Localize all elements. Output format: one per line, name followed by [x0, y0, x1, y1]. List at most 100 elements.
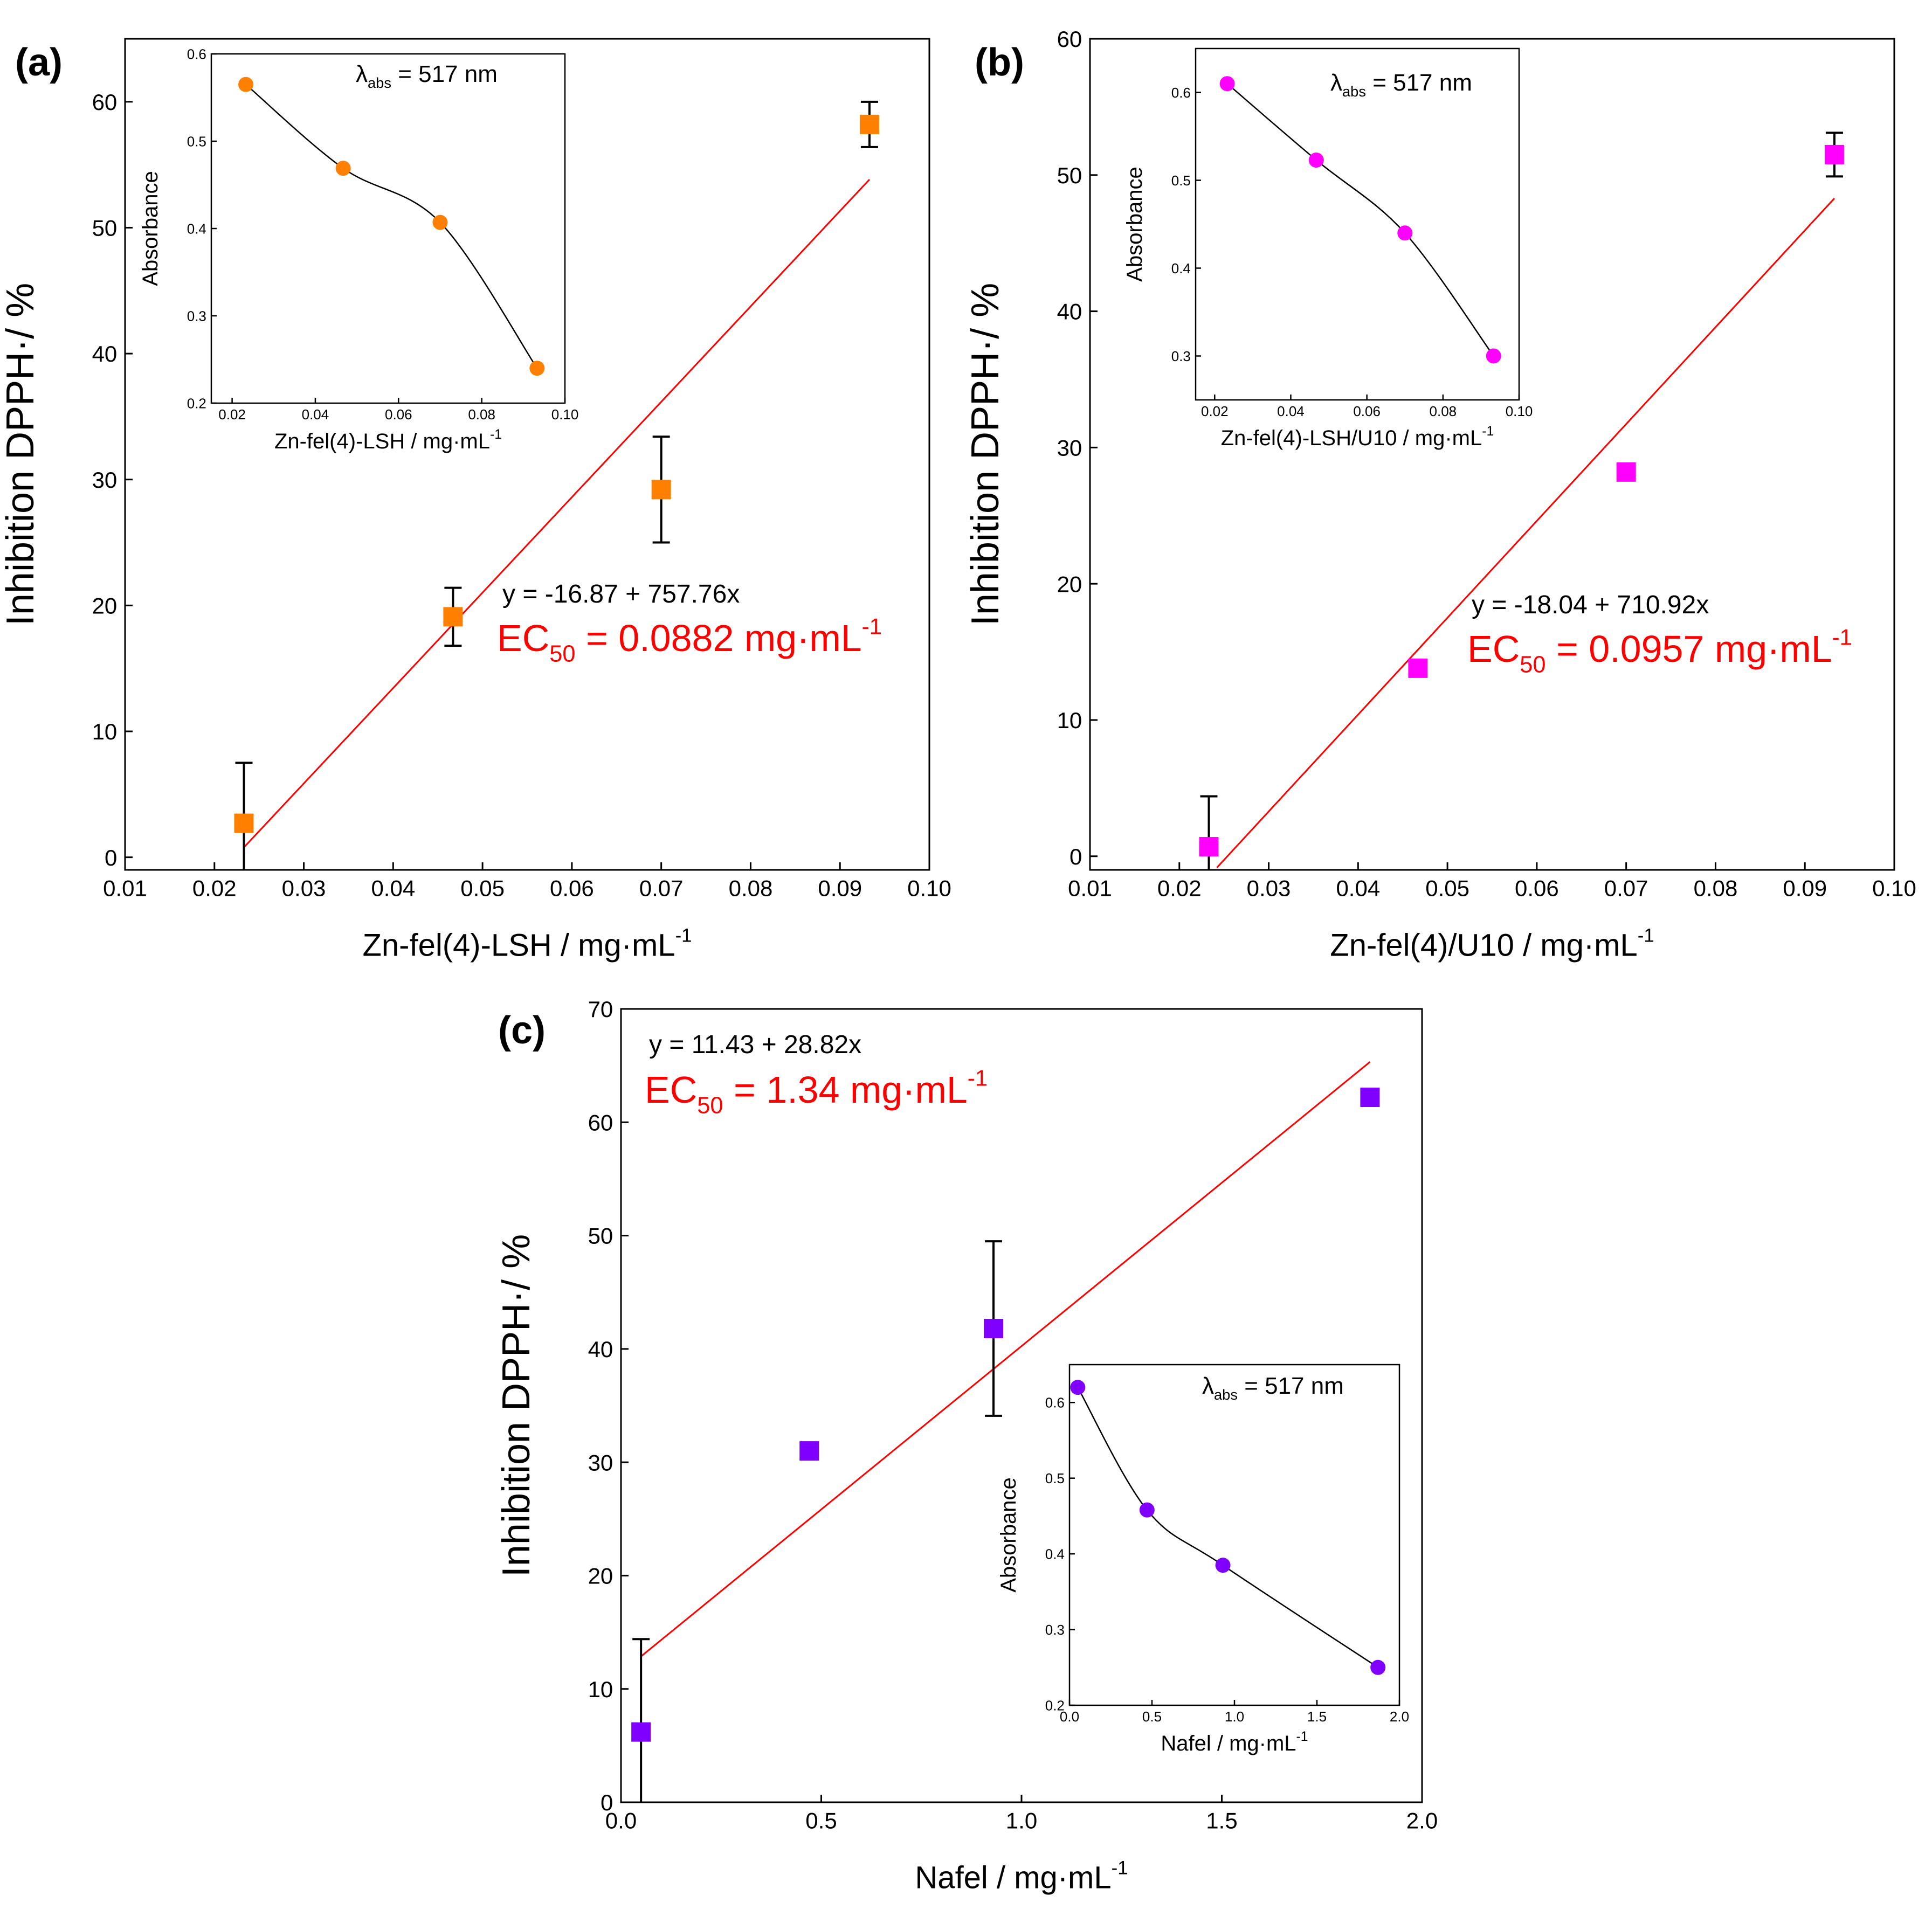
- inset-x-tick-label: 0.10: [1506, 403, 1533, 419]
- data-point: [631, 1722, 651, 1742]
- main-x-tick-label: 0.07: [639, 875, 684, 901]
- main-y-tick-label: 30: [1057, 435, 1082, 460]
- panel-label: (b): [975, 41, 1024, 84]
- inset-x-tick-label: 0.02: [218, 406, 246, 423]
- inset-y-tick-label: 0.5: [1171, 172, 1191, 189]
- main-x-tick-label: 0.01: [103, 875, 147, 901]
- main-y-tick-label: 0: [1070, 844, 1082, 869]
- inset-y-tick-label: 0.4: [1171, 260, 1191, 276]
- inset-data-point: [1219, 76, 1235, 92]
- inset-b: 0.02 0.04 0.06 0.08 0.10 0.3 0.4 0.5 0.6 Zn-fel(4…: [1123, 47, 1533, 450]
- main-x-tick-label: 0.5: [805, 1808, 837, 1833]
- panel-label: (c): [498, 1009, 546, 1052]
- main-y-tick-label: 20: [588, 1564, 613, 1589]
- inset-x-tick-label: 0.04: [1277, 403, 1305, 419]
- inset-x-tick-label: 0.10: [551, 406, 579, 423]
- main-y-tick-label: 20: [92, 593, 118, 618]
- main-y-tick-label: 40: [588, 1337, 613, 1362]
- inset-y-tick-label: 0.2: [1045, 1697, 1065, 1713]
- error-bar: [1200, 795, 1218, 870]
- main-x-tick-label: 0.09: [818, 875, 862, 901]
- inset-x-tick-label: 0.06: [385, 406, 412, 423]
- main-x-tick-label: 0.02: [1157, 875, 1202, 901]
- data-point: [443, 607, 463, 627]
- main-y-tick-label: 10: [1057, 708, 1082, 733]
- inset-curve: [245, 84, 538, 369]
- main-x-tick-label: 0.06: [550, 875, 594, 901]
- main-y-tick-label: 50: [92, 216, 118, 241]
- panel-c: (c) 0.0 0.5 1.0 1.5 2.0 0 10 20 30 40 50 60 70 Nafel /…: [495, 997, 1438, 1895]
- main-x-tick-label: 0.05: [1425, 875, 1469, 901]
- wavelength-label: λabs = 517 nm: [356, 61, 498, 91]
- main-x-tick-label: 0.0: [605, 1808, 637, 1833]
- fit-line: [243, 178, 871, 848]
- inset-data-point: [529, 361, 545, 376]
- main-x-tick-label: 0.03: [282, 875, 326, 901]
- main-y-tick-label: 40: [92, 341, 118, 366]
- inset-data-point: [1308, 153, 1324, 168]
- panel-b: (b) 0.01 0.02 0.03 0.04 0.05 0.06 0.07 0.08 0.09 0…: [964, 26, 1916, 963]
- fit-equation: y = -18.04 + 710.92x: [1472, 591, 1709, 619]
- data-point: [651, 480, 671, 500]
- main-x-tick-label: 0.04: [371, 875, 415, 901]
- inset-data-point: [1139, 1502, 1155, 1518]
- inset-curve: [1226, 83, 1494, 357]
- main-y-tick-label: 0: [601, 1790, 613, 1815]
- main-x-tick-label: 0.01: [1068, 875, 1112, 901]
- data-point: [859, 114, 879, 134]
- main-x-tick-label: 0.07: [1604, 875, 1648, 901]
- main-y-tick-label: 60: [588, 1110, 613, 1135]
- x-axis-label: Nafel / mg·mL-1: [915, 1857, 1128, 1895]
- y-axis-label: Inhibition DPPH·/ %: [0, 283, 42, 626]
- data-point: [1408, 658, 1428, 678]
- data-point: [799, 1441, 819, 1461]
- main-x-tick-label: 0.05: [460, 875, 505, 901]
- wavelength-label: λabs = 517 nm: [1330, 70, 1472, 100]
- main-x-tick-label: 0.10: [907, 875, 951, 901]
- inset-x-axis-label: Nafel / mg·mL-1: [1161, 1730, 1308, 1755]
- main-y-tick-label: 20: [1057, 571, 1082, 597]
- inset-y-axis-label: Absorbance: [1123, 167, 1147, 281]
- inset-x-tick-label: 0.0: [1060, 1708, 1079, 1725]
- inset-x-tick-label: 1.0: [1225, 1708, 1244, 1725]
- inset-y-tick-label: 0.4: [1045, 1546, 1065, 1562]
- inset-y-tick-label: 0.6: [1045, 1395, 1065, 1411]
- inset-y-tick-label: 0.4: [187, 220, 206, 237]
- main-x-tick-label: 0.02: [192, 875, 237, 901]
- fit-line: [640, 1061, 1371, 1657]
- fit-equation: y = -16.87 + 757.76x: [502, 580, 740, 608]
- inset-data-point: [1370, 1659, 1386, 1675]
- data-point: [983, 1319, 1003, 1339]
- main-plot-frame: [124, 38, 930, 871]
- main-x-tick-label: 1.5: [1206, 1808, 1237, 1833]
- inset-x-tick-label: 0.08: [468, 406, 495, 423]
- x-axis-label: Zn-fel(4)-LSH / mg·mL-1: [362, 925, 692, 963]
- data-point: [1360, 1088, 1380, 1108]
- inset-data-point: [432, 215, 448, 230]
- inset-data-point: [1397, 225, 1413, 241]
- main-y-tick-label: 70: [588, 997, 613, 1022]
- inset-x-tick-label: 0.06: [1353, 403, 1381, 419]
- main-x-tick-label: 0.08: [729, 875, 773, 901]
- main-x-tick-label: 0.08: [1694, 875, 1738, 901]
- main-x-tick-label: 0.03: [1247, 875, 1291, 901]
- x-axis-label: Zn-fel(4)/U10 / mg·mL-1: [1330, 925, 1654, 963]
- main-y-tick-label: 60: [1057, 26, 1082, 52]
- main-y-tick-label: 0: [105, 845, 117, 870]
- inset-y-tick-label: 0.3: [1171, 348, 1191, 364]
- inset-y-axis-label: Absorbance: [997, 1477, 1020, 1592]
- main-y-tick-label: 30: [92, 467, 118, 493]
- y-axis-label: Inhibition DPPH·/ %: [495, 1234, 538, 1577]
- main-x-tick-label: 0.10: [1872, 875, 1916, 901]
- data-point: [1199, 837, 1219, 857]
- inset-x-tick-label: 0.08: [1430, 403, 1457, 419]
- inset-x-tick-label: 2.0: [1390, 1708, 1409, 1725]
- main-y-tick-label: 30: [588, 1450, 613, 1475]
- panel-a: (a) 0.01 0.02 0.03 0.04 0.05 0.06 0.07 0.08 0.09 0…: [0, 38, 951, 963]
- inset-y-axis-label: Absorbance: [139, 171, 162, 286]
- inset-y-tick-label: 0.3: [1045, 1622, 1065, 1638]
- data-point: [1616, 462, 1636, 482]
- data-point: [1824, 144, 1844, 164]
- main-y-tick-label: 10: [92, 719, 118, 744]
- inset-y-tick-label: 0.6: [187, 46, 206, 62]
